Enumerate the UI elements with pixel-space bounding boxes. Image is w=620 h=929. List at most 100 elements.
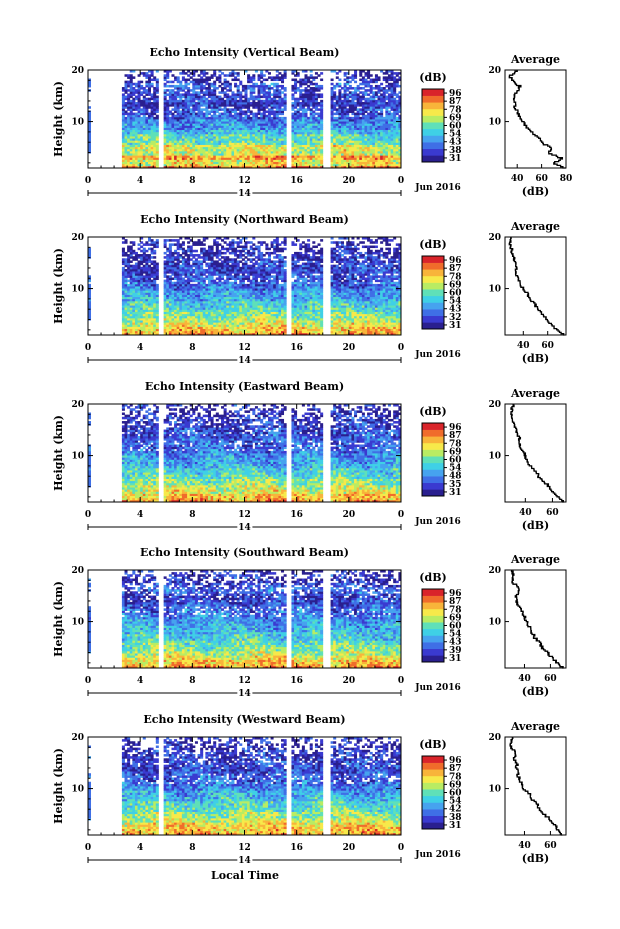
heatmap-cell xyxy=(197,125,201,128)
heatmap-cell xyxy=(192,133,196,137)
heatmap-cell xyxy=(150,84,154,88)
heatmap-cell xyxy=(150,271,154,274)
heatmap-cell xyxy=(168,95,172,99)
heatmap-cell xyxy=(174,313,178,317)
heatmap-cell xyxy=(231,104,235,107)
heatmap-cell xyxy=(140,87,144,90)
heatmap-cell xyxy=(127,326,131,330)
heatmap-cell xyxy=(150,243,154,246)
heatmap-cell xyxy=(197,74,201,77)
heatmap-cell xyxy=(137,256,141,259)
heatmap-cell xyxy=(301,159,305,163)
heatmap-cell xyxy=(205,159,209,163)
heatmap-cell xyxy=(174,114,178,118)
heatmap-cell xyxy=(200,133,204,137)
heatmap-cell xyxy=(168,123,172,126)
heatmap-cell xyxy=(171,292,175,295)
heatmap-cell xyxy=(343,78,347,82)
heatmap-cell xyxy=(307,153,311,156)
heatmap-cell xyxy=(351,133,355,137)
heatmap-cell xyxy=(124,74,128,77)
heatmap-cell xyxy=(354,155,358,158)
heatmap-cell xyxy=(179,157,183,160)
heatmap-cell xyxy=(367,119,371,122)
heatmap-cell xyxy=(309,153,313,156)
heatmap-cell xyxy=(395,106,399,109)
heatmap-cell xyxy=(166,330,170,334)
profile-y-tick-label: 20 xyxy=(488,66,501,76)
heatmap-cell xyxy=(390,131,394,135)
heatmap-cell xyxy=(181,119,185,122)
heatmap-cell xyxy=(174,110,178,114)
heatmap-cell xyxy=(247,140,251,143)
heatmap-cell xyxy=(348,121,352,124)
heatmap-cell xyxy=(273,161,277,165)
heatmap-cell xyxy=(171,243,175,246)
heatmap-cell xyxy=(241,163,245,167)
heatmap-cell xyxy=(367,72,371,75)
heatmap-cell xyxy=(181,76,185,79)
heatmap-cell xyxy=(372,125,376,128)
heatmap-cell xyxy=(121,311,125,315)
heatmap-cell xyxy=(132,121,136,124)
heatmap-cell xyxy=(174,298,178,302)
heatmap-cell xyxy=(221,99,225,103)
heatmap-cell xyxy=(166,322,170,325)
heatmap-cell xyxy=(260,127,264,131)
heatmap-cell xyxy=(239,125,243,128)
heatmap-cell xyxy=(150,262,154,266)
heatmap-cell xyxy=(142,144,146,148)
heatmap-cell xyxy=(174,97,178,101)
heatmap-cell xyxy=(221,163,225,167)
heatmap-cell xyxy=(359,97,363,101)
heatmap-cell xyxy=(189,121,193,124)
heatmap-cell xyxy=(294,165,298,169)
heatmap-cell xyxy=(124,112,128,116)
heatmap-cell xyxy=(239,97,243,101)
heatmap-cell xyxy=(121,110,125,114)
heatmap-cell xyxy=(226,142,230,145)
heatmap-cell xyxy=(270,136,274,139)
heatmap-cell xyxy=(372,97,376,101)
heatmap-cell xyxy=(140,99,144,103)
heatmap-cell xyxy=(382,78,386,82)
heatmap-cell xyxy=(254,95,258,99)
heatmap-cell xyxy=(361,116,365,120)
heatmap-cell xyxy=(142,99,146,103)
heatmap-cell xyxy=(226,80,230,84)
heatmap-cell xyxy=(142,292,146,295)
heatmap-cell xyxy=(163,78,167,82)
heatmap-cell xyxy=(333,148,337,152)
heatmap-cell xyxy=(361,93,365,96)
heatmap-cell xyxy=(330,146,334,150)
heatmap-cell xyxy=(309,108,313,111)
heatmap-cell xyxy=(134,136,138,139)
heatmap-cell xyxy=(147,87,151,90)
heatmap-cell xyxy=(228,99,232,103)
heatmap-cell xyxy=(192,125,196,128)
heatmap-cell xyxy=(150,283,154,287)
heatmap-cell xyxy=(147,254,151,257)
heatmap-cell xyxy=(369,110,373,114)
heatmap-cell xyxy=(132,159,136,163)
heatmap-cell xyxy=(153,150,157,154)
heatmap-cell xyxy=(312,123,316,126)
heatmap-cell xyxy=(239,146,243,150)
heatmap-cell xyxy=(142,249,146,253)
heatmap-cell xyxy=(228,89,232,92)
heatmap-cell xyxy=(147,121,151,124)
heatmap-cell xyxy=(137,136,141,139)
heatmap-cell xyxy=(129,108,133,111)
heatmap-cell xyxy=(147,256,151,259)
heatmap-cell xyxy=(382,138,386,141)
heatmap-cell xyxy=(380,106,384,109)
heatmap-cell xyxy=(333,108,337,111)
heatmap-cell xyxy=(150,294,154,298)
heatmap-cell xyxy=(163,153,167,156)
heatmap-cell xyxy=(176,277,180,281)
heatmap-cell xyxy=(372,163,376,167)
heatmap-cell xyxy=(398,116,402,120)
heatmap-cell xyxy=(142,322,146,325)
heatmap-cell xyxy=(257,93,261,96)
heatmap-cell xyxy=(142,161,146,165)
